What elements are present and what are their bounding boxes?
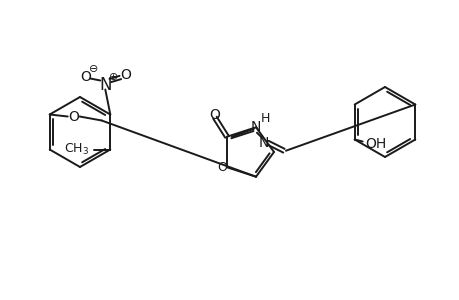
Text: N: N [99, 76, 112, 94]
Text: O: O [217, 161, 226, 174]
Text: O: O [68, 110, 79, 124]
Text: O: O [209, 108, 220, 122]
Text: CH$_3$: CH$_3$ [64, 142, 89, 157]
Text: N: N [250, 120, 261, 134]
Text: O: O [120, 68, 130, 82]
Text: ⊖: ⊖ [89, 64, 98, 74]
Text: ⊕: ⊕ [108, 71, 118, 82]
Text: OH: OH [364, 136, 386, 151]
Text: N: N [258, 136, 269, 150]
Text: H: H [260, 112, 269, 125]
Text: O: O [80, 70, 90, 83]
